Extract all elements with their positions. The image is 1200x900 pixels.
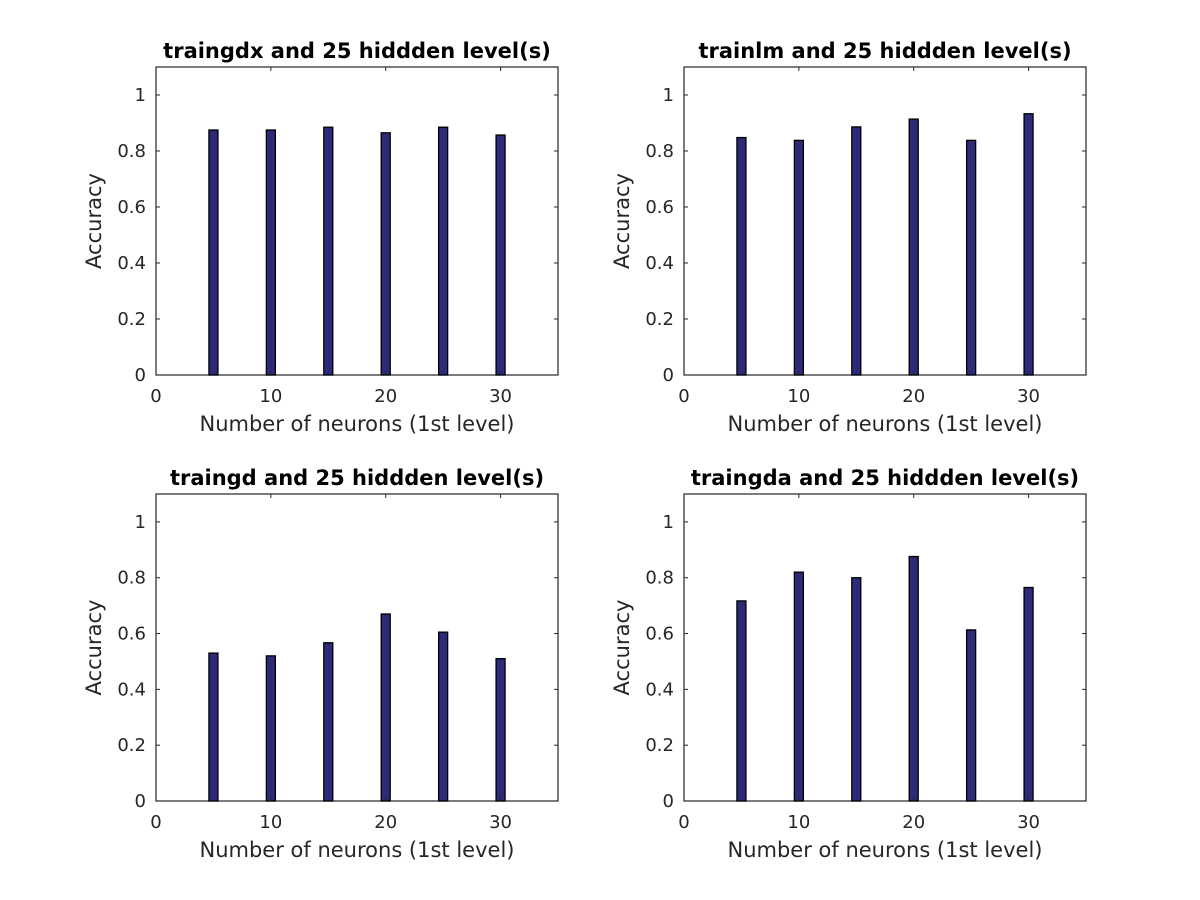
y-tick-label: 0.8	[645, 568, 674, 589]
y-tick-label: 0	[135, 791, 146, 812]
x-tick-label: 0	[678, 812, 689, 833]
y-tick-label: 0.4	[117, 253, 146, 274]
bar-5	[736, 600, 747, 802]
x-tick-label: 10	[787, 386, 810, 407]
bar-15	[323, 126, 334, 376]
bar-10	[265, 129, 277, 376]
y-tick-label: 0	[135, 365, 146, 386]
x-tick-label: 0	[150, 386, 161, 407]
x-tick-label: 30	[489, 386, 512, 407]
bar-30	[495, 134, 506, 376]
bar-30	[1023, 113, 1034, 376]
bar-15	[323, 642, 334, 802]
y-axis-label: Accuracy	[82, 173, 106, 269]
bar-10	[265, 655, 277, 802]
axes-box	[683, 493, 1087, 802]
y-axis-label: Accuracy	[610, 173, 634, 269]
y-tick-label: 0.4	[645, 253, 674, 274]
y-tick-label: 0.8	[117, 141, 146, 162]
plot-title: traingd and 25 hiddden level(s)	[170, 466, 544, 490]
axes-box	[155, 493, 559, 802]
x-tick-label: 0	[150, 812, 161, 833]
x-tick-label: 20	[374, 386, 397, 407]
x-tick-label: 0	[678, 386, 689, 407]
y-tick-label: 0.2	[117, 309, 146, 330]
subplot-traingda: traingda and 25 hiddden level(s) Number …	[610, 466, 1087, 862]
y-tick-label: 0.2	[645, 735, 674, 756]
subplot-traingd: traingd and 25 hiddden level(s) Number o…	[82, 466, 559, 862]
subplot-trainlm: trainlm and 25 hiddden level(s) Number o…	[610, 39, 1087, 436]
x-tick-label: 20	[902, 812, 925, 833]
x-tick-label: 10	[259, 812, 282, 833]
y-tick-label: 1	[135, 512, 146, 533]
y-tick-label: 0.6	[645, 197, 674, 218]
x-axis-label: Number of neurons (1st level)	[728, 412, 1043, 436]
x-axis-label: Number of neurons (1st level)	[200, 412, 515, 436]
x-tick-label: 30	[1017, 812, 1040, 833]
x-tick-label: 20	[374, 812, 397, 833]
y-tick-label: 0	[663, 791, 674, 812]
bar-5	[736, 136, 747, 376]
bar-25	[437, 126, 449, 376]
bar-25	[965, 629, 977, 802]
y-axis-label: Accuracy	[82, 600, 106, 696]
x-tick-label: 30	[1017, 386, 1040, 407]
plot-title: trainlm and 25 hiddden level(s)	[698, 39, 1071, 63]
bar-10	[793, 571, 805, 802]
y-tick-label: 0.8	[117, 568, 146, 589]
y-tick-label: 1	[663, 512, 674, 533]
x-axis-label: Number of neurons (1st level)	[728, 838, 1043, 862]
y-tick-label: 0.6	[645, 624, 674, 645]
bar-15	[851, 126, 862, 376]
plot-title: traingdx and 25 hiddden level(s)	[163, 39, 551, 63]
y-tick-label: 0.8	[645, 141, 674, 162]
bar-30	[495, 658, 506, 802]
x-tick-label: 10	[787, 812, 810, 833]
y-tick-label: 1	[663, 85, 674, 106]
x-tick-label: 20	[902, 386, 925, 407]
y-tick-label: 0.6	[117, 624, 146, 645]
y-tick-label: 1	[135, 85, 146, 106]
y-tick-label: 0.4	[117, 679, 146, 700]
y-axis-label: Accuracy	[610, 600, 634, 696]
x-axis-label: Number of neurons (1st level)	[200, 838, 515, 862]
bar-10	[793, 139, 805, 376]
axes-box	[683, 66, 1087, 376]
bar-25	[437, 631, 449, 802]
axes-box	[155, 66, 559, 376]
y-tick-label: 0.2	[645, 309, 674, 330]
y-tick-label: 0	[663, 365, 674, 386]
y-tick-label: 0.4	[645, 679, 674, 700]
y-tick-label: 0.6	[117, 197, 146, 218]
bar-20	[380, 132, 391, 376]
bar-30	[1023, 586, 1034, 802]
bar-25	[965, 139, 977, 376]
subplot-traingdx: traingdx and 25 hiddden level(s) Number …	[82, 39, 559, 436]
bar-5	[208, 652, 219, 802]
plot-title: traingda and 25 hiddden level(s)	[691, 466, 1079, 490]
bar-20	[380, 613, 391, 802]
bar-5	[208, 129, 219, 376]
bar-20	[908, 555, 919, 802]
bar-15	[851, 577, 862, 802]
x-tick-label: 30	[489, 812, 512, 833]
x-tick-label: 10	[259, 386, 282, 407]
y-tick-label: 0.2	[117, 735, 146, 756]
bar-20	[908, 118, 919, 376]
